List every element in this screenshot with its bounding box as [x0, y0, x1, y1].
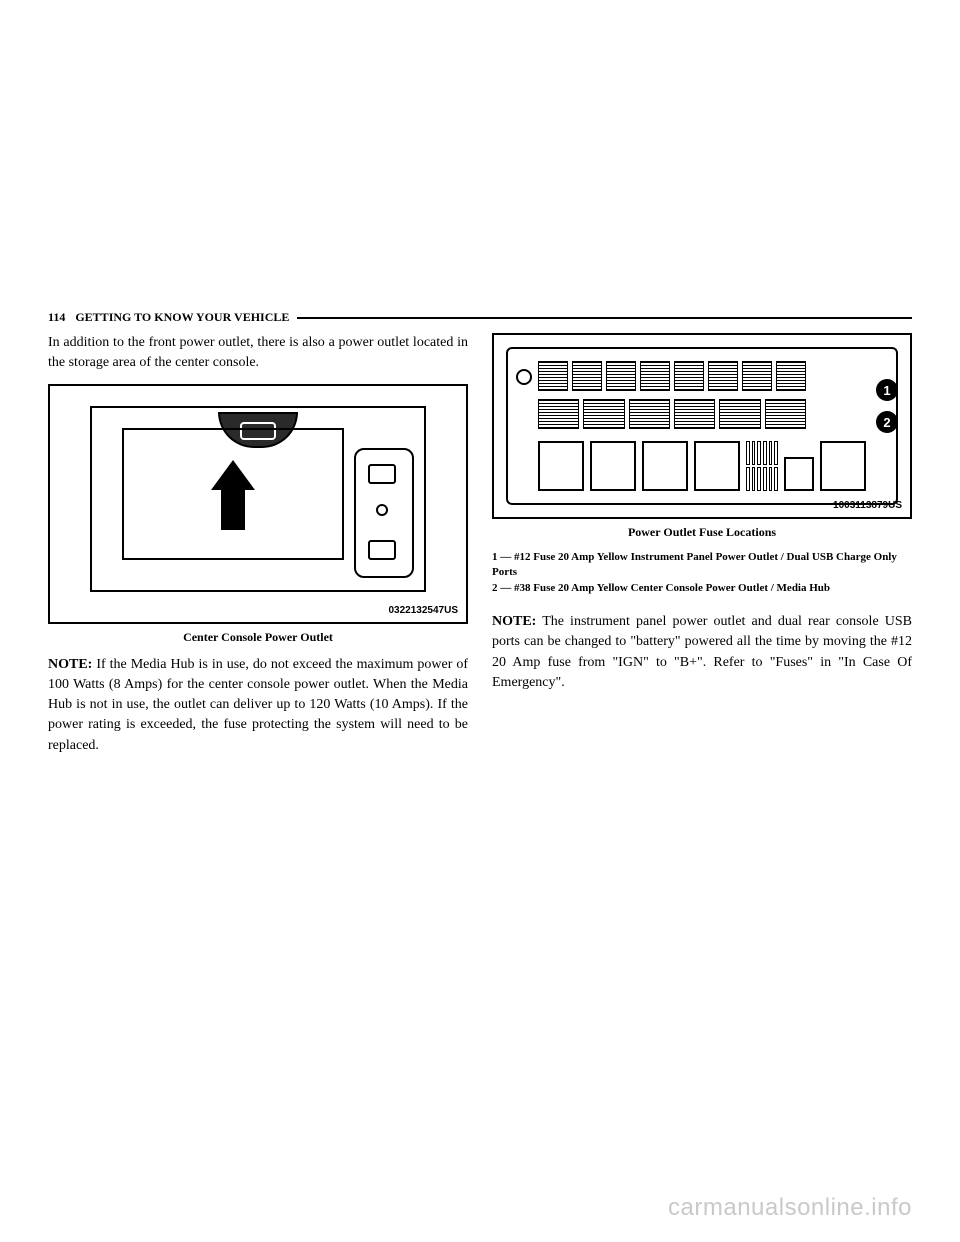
- section-title: GETTING TO KNOW YOUR VEHICLE: [75, 310, 289, 325]
- legend-item-1: 1 — #12 Fuse 20 Amp Yellow Instrument Pa…: [492, 550, 912, 581]
- page-header: 114 GETTING TO KNOW YOUR VEHICLE: [48, 310, 912, 325]
- callout-1: 1: [876, 379, 898, 401]
- note-label: NOTE:: [492, 614, 536, 629]
- console-illustration: [60, 396, 456, 612]
- fuse-row-top: [538, 361, 806, 391]
- knob-icon: [516, 369, 532, 385]
- center-console-figure: 0322132547US: [48, 384, 468, 624]
- figure-id-left: 0322132547US: [388, 605, 458, 616]
- left-column: In addition to the front power outlet, t…: [48, 333, 468, 756]
- arrow-up-icon: [211, 460, 255, 530]
- callout-2: 2: [876, 411, 898, 433]
- console-inner-frame: [122, 428, 344, 560]
- right-caption: Power Outlet Fuse Locations: [492, 525, 912, 540]
- left-caption: Center Console Power Outlet: [48, 630, 468, 645]
- legend-item-2: 2 — #38 Fuse 20 Amp Yellow Center Consol…: [492, 581, 912, 596]
- figure-id-right: 1003113879US: [833, 500, 902, 511]
- page-number: 114: [48, 310, 65, 325]
- fuse-row-mid: [538, 399, 806, 429]
- fusebox-illustration: 1 2: [506, 347, 898, 505]
- right-note-text: The instrument panel power outlet and du…: [492, 614, 912, 690]
- header-rule: [297, 317, 912, 319]
- relay-row: [538, 441, 866, 491]
- right-note: NOTE: The instrument panel power outlet …: [492, 612, 912, 693]
- aux-port-icon: [376, 504, 388, 516]
- fuse-box-figure: 1 2 1003113879US: [492, 333, 912, 519]
- usb-port-icon: [368, 464, 396, 484]
- usb-panel: [354, 448, 414, 578]
- left-note: NOTE: If the Media Hub is in use, do not…: [48, 655, 468, 756]
- usb-port-icon: [368, 540, 396, 560]
- legend: 1 — #12 Fuse 20 Amp Yellow Instrument Pa…: [492, 550, 912, 596]
- console-outer-frame: [90, 406, 426, 592]
- left-intro-text: In addition to the front power outlet, t…: [48, 333, 468, 374]
- footer-watermark: carmanualsonline.info: [668, 1194, 912, 1222]
- note-label: NOTE:: [48, 657, 92, 672]
- right-column: 1 2 1003113879US Power Outlet Fuse Locat…: [492, 333, 912, 756]
- left-note-text: If the Media Hub is in use, do not excee…: [48, 657, 468, 753]
